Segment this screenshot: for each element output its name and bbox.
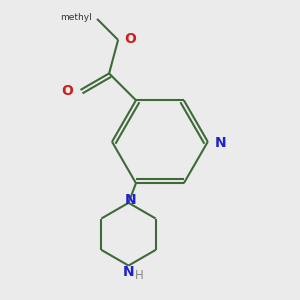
Text: N: N [123,265,134,279]
Text: H: H [135,269,144,282]
Text: methyl: methyl [60,13,92,22]
Text: O: O [61,84,73,98]
Text: N: N [124,194,136,207]
Text: N: N [215,136,227,150]
Text: O: O [124,32,136,46]
